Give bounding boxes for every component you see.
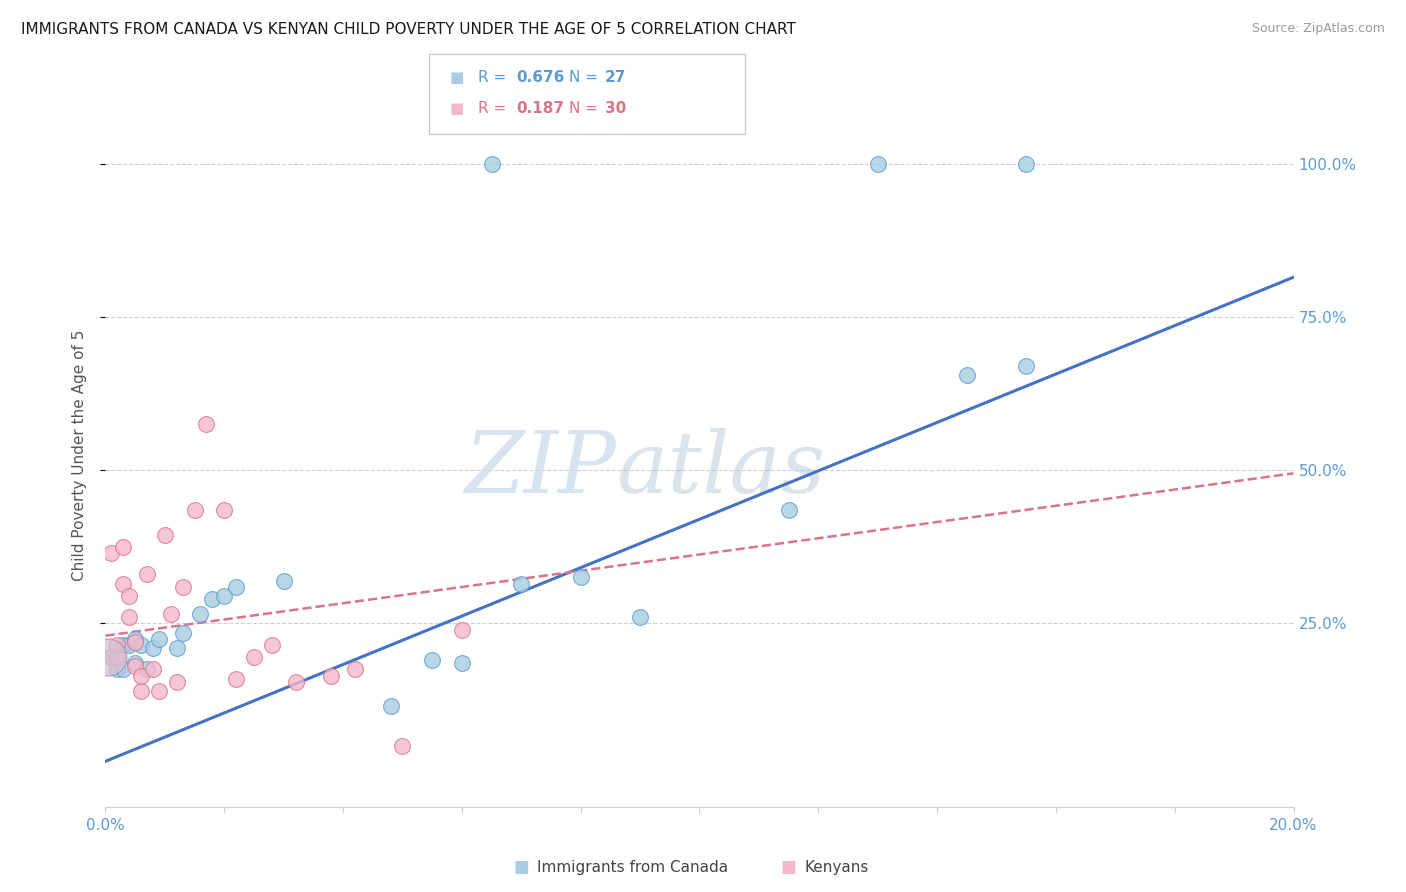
Point — [148, 683, 170, 698]
Point — [124, 635, 146, 649]
Text: ZIP: ZIP — [464, 427, 616, 510]
Text: N =: N = — [569, 101, 603, 116]
Text: ■: ■ — [780, 858, 796, 876]
Point — [183, 503, 205, 517]
Point — [112, 576, 135, 591]
Point — [129, 638, 152, 652]
Point — [243, 650, 266, 665]
Point — [321, 668, 343, 682]
Point — [124, 657, 146, 671]
Point — [136, 567, 159, 582]
Text: IMMIGRANTS FROM CANADA VS KENYAN CHILD POVERTY UNDER THE AGE OF 5 CORRELATION CH: IMMIGRANTS FROM CANADA VS KENYAN CHILD P… — [21, 22, 796, 37]
Text: ■: ■ — [450, 70, 464, 86]
Point — [569, 570, 592, 584]
Point — [118, 589, 141, 603]
Point — [124, 659, 146, 673]
Point — [214, 503, 236, 517]
Text: atlas: atlas — [616, 427, 825, 510]
Point — [201, 591, 224, 606]
Point — [100, 546, 122, 560]
Point — [628, 610, 651, 624]
Text: Source: ZipAtlas.com: Source: ZipAtlas.com — [1251, 22, 1385, 36]
Point — [118, 638, 141, 652]
Text: 0.676: 0.676 — [516, 70, 564, 86]
Text: R =: R = — [478, 101, 512, 116]
Point — [866, 157, 889, 171]
Point — [136, 662, 159, 676]
Point — [142, 640, 165, 655]
Point — [148, 632, 170, 646]
Text: 27: 27 — [605, 70, 626, 86]
Point — [166, 640, 188, 655]
Text: 30: 30 — [605, 101, 626, 116]
Point — [284, 674, 307, 689]
Point — [105, 650, 128, 665]
Text: Immigrants from Canada: Immigrants from Canada — [537, 860, 728, 874]
Point — [260, 638, 283, 652]
Text: Kenyans: Kenyans — [804, 860, 869, 874]
Text: ■: ■ — [450, 101, 464, 116]
Point — [129, 668, 152, 682]
Point — [112, 662, 135, 676]
Point — [273, 574, 295, 588]
Point — [172, 580, 194, 594]
Point — [97, 650, 120, 665]
Point — [124, 632, 146, 646]
Point — [481, 157, 503, 171]
Point — [420, 653, 443, 667]
Point — [1015, 359, 1038, 373]
Point — [105, 662, 128, 676]
Text: R =: R = — [478, 70, 512, 86]
Text: 0.187: 0.187 — [516, 101, 564, 116]
Point — [142, 662, 165, 676]
Point — [778, 503, 800, 517]
Point — [225, 580, 247, 594]
Point — [112, 638, 135, 652]
Point — [129, 683, 152, 698]
Point — [225, 672, 247, 686]
Point — [214, 589, 236, 603]
Point — [97, 650, 120, 665]
Point — [956, 368, 979, 383]
Point — [100, 650, 122, 665]
Point — [450, 657, 472, 671]
Point — [190, 607, 212, 622]
Point — [172, 625, 194, 640]
Point — [1015, 157, 1038, 171]
Point — [391, 739, 413, 753]
Point — [100, 650, 122, 665]
Point — [118, 610, 141, 624]
Point — [510, 576, 533, 591]
Point — [153, 527, 176, 541]
Point — [343, 662, 366, 676]
Text: ■: ■ — [513, 858, 529, 876]
Point — [166, 674, 188, 689]
Point — [195, 417, 218, 432]
Point — [450, 623, 472, 637]
Point — [105, 638, 128, 652]
Point — [380, 699, 402, 714]
Point — [112, 540, 135, 554]
Text: N =: N = — [569, 70, 603, 86]
Point — [159, 607, 181, 622]
Y-axis label: Child Poverty Under the Age of 5: Child Poverty Under the Age of 5 — [72, 329, 87, 581]
